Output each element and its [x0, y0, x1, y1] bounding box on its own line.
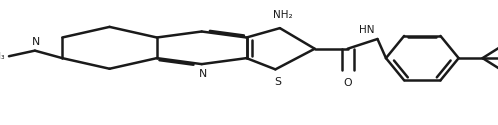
- Text: HN: HN: [360, 25, 375, 35]
- Text: S: S: [274, 77, 281, 87]
- Text: O: O: [343, 78, 352, 88]
- Text: CH₃: CH₃: [0, 52, 5, 61]
- Text: N: N: [199, 69, 207, 79]
- Text: NH₂: NH₂: [272, 10, 292, 20]
- Text: N: N: [32, 37, 40, 47]
